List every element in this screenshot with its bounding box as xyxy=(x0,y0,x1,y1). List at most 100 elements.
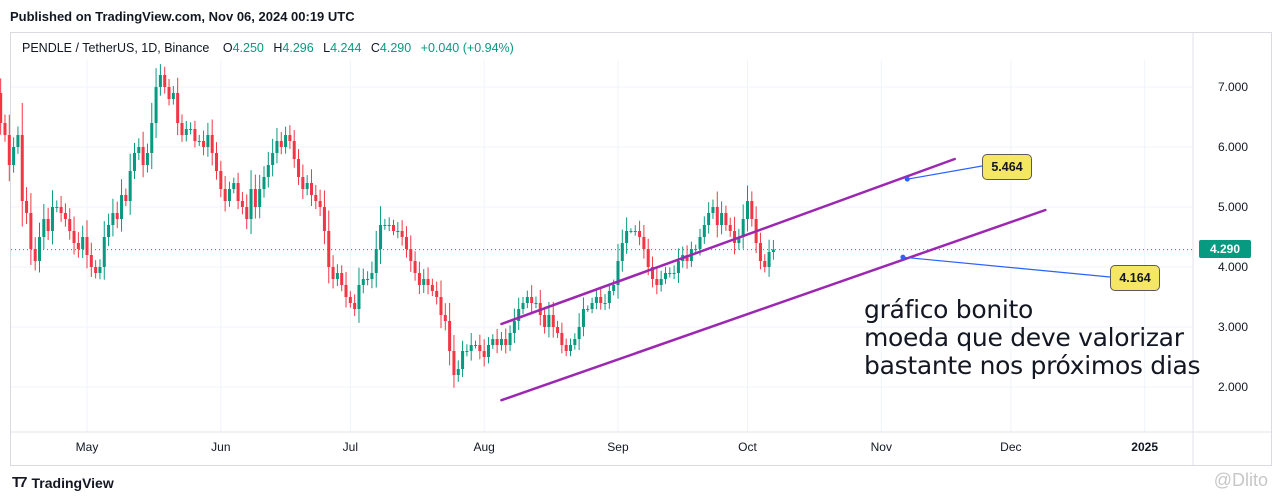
candle-body xyxy=(663,273,667,279)
candle-body xyxy=(0,93,3,123)
candle-body xyxy=(202,141,206,147)
note-line-3: bastante nos próximos dias xyxy=(864,351,1201,380)
channel-upper-line xyxy=(500,157,956,326)
candle-body xyxy=(435,291,439,297)
callout-upper-price[interactable]: 5.464 xyxy=(982,154,1032,180)
candle-body xyxy=(370,273,374,279)
annotation-note: gráfico bonito moeda que deve valorizar … xyxy=(864,295,1201,380)
candle-body xyxy=(646,249,650,267)
footer-brand[interactable]: T7 TradingView xyxy=(12,474,114,491)
candle-body xyxy=(633,231,637,232)
candle-body xyxy=(180,123,184,135)
x-tick-label: Jun xyxy=(211,440,230,454)
candle-body xyxy=(94,267,98,273)
candle-body xyxy=(353,303,357,309)
candle-body xyxy=(322,207,326,231)
note-line-1: gráfico bonito xyxy=(864,295,1034,324)
candle-body xyxy=(461,351,465,369)
candle-body xyxy=(301,177,305,189)
candle-body xyxy=(128,171,132,201)
candle-body xyxy=(685,255,689,261)
candle-body xyxy=(620,243,624,261)
candle-body xyxy=(417,273,421,285)
candle-body xyxy=(357,285,361,309)
candle-body xyxy=(543,315,547,327)
candle-body xyxy=(534,303,538,304)
candle-body xyxy=(452,351,456,375)
candle-body xyxy=(245,207,249,219)
candle-body xyxy=(340,273,344,285)
candle-body xyxy=(292,141,296,159)
callout-anchor-dot xyxy=(900,254,906,260)
candle-body xyxy=(733,231,737,243)
channel-lines[interactable] xyxy=(500,157,1111,402)
candle-body xyxy=(258,189,262,207)
x-tick-label: Dec xyxy=(1000,440,1021,454)
candle-body xyxy=(249,189,253,219)
candle-body xyxy=(404,237,408,249)
candle-body xyxy=(42,219,46,237)
candle-body xyxy=(750,201,754,219)
candle-body xyxy=(197,141,201,142)
x-tick-label: Aug xyxy=(473,440,494,454)
candle-body xyxy=(573,339,577,345)
candle-body xyxy=(59,207,63,213)
candle-body xyxy=(400,231,404,237)
candle-body xyxy=(288,135,292,141)
candle-body xyxy=(771,249,775,252)
candle-body xyxy=(275,141,279,153)
candle-body xyxy=(167,87,171,99)
symbol-name[interactable]: PENDLE / TetherUS, 1D, Binance xyxy=(22,41,210,55)
candle-body xyxy=(189,129,193,130)
candle-body xyxy=(344,285,348,297)
candle-body xyxy=(72,231,76,243)
candle-body xyxy=(603,303,607,304)
candle-body xyxy=(206,135,210,147)
y-tick-label: 7.000 xyxy=(1218,80,1248,94)
candle-body xyxy=(154,87,158,123)
candle-body xyxy=(499,339,503,345)
candle-body xyxy=(361,279,365,285)
candle-body xyxy=(227,189,231,201)
candle-body xyxy=(763,261,767,267)
candle-body xyxy=(102,237,106,267)
chart-frame[interactable] xyxy=(10,32,1272,466)
candle-body xyxy=(20,135,24,201)
candle-body xyxy=(176,93,180,123)
candle-body xyxy=(279,141,283,147)
candle-body xyxy=(25,201,29,213)
candle-body xyxy=(171,93,175,99)
axes: 7.000 6.000 5.000 4.000 3.000 2.000 May Jun Jul A… xyxy=(11,33,1271,465)
candle-body xyxy=(426,279,430,285)
candle-body xyxy=(413,261,417,273)
candle-body xyxy=(556,327,560,333)
callout-lower-price[interactable]: 4.164 xyxy=(1110,265,1160,291)
candle-body xyxy=(521,303,525,309)
candle-body xyxy=(379,225,383,249)
candle-body xyxy=(616,261,620,285)
candle-body xyxy=(448,321,452,351)
candle-body xyxy=(223,189,227,201)
candle-body xyxy=(409,249,413,261)
candle-body xyxy=(396,231,400,232)
open-label: O xyxy=(222,41,233,55)
candle-body xyxy=(29,213,33,249)
candle-body xyxy=(232,183,236,189)
candle-body xyxy=(741,219,745,237)
candle-body xyxy=(659,279,663,285)
candle-body xyxy=(715,207,719,225)
y-tick-label: 6.000 xyxy=(1218,140,1248,154)
candle-body xyxy=(728,225,732,231)
candle-body xyxy=(469,345,473,351)
candle-body xyxy=(46,219,50,231)
y-tick-label: 3.000 xyxy=(1218,320,1248,334)
y-tick-label: 4.000 xyxy=(1218,260,1248,274)
candle-body xyxy=(163,75,167,87)
candle-body xyxy=(391,225,396,231)
candle-body xyxy=(599,297,603,303)
candle-body xyxy=(120,195,124,219)
candle-body xyxy=(594,297,598,303)
candle-body xyxy=(439,297,443,315)
candle-body xyxy=(638,231,642,237)
